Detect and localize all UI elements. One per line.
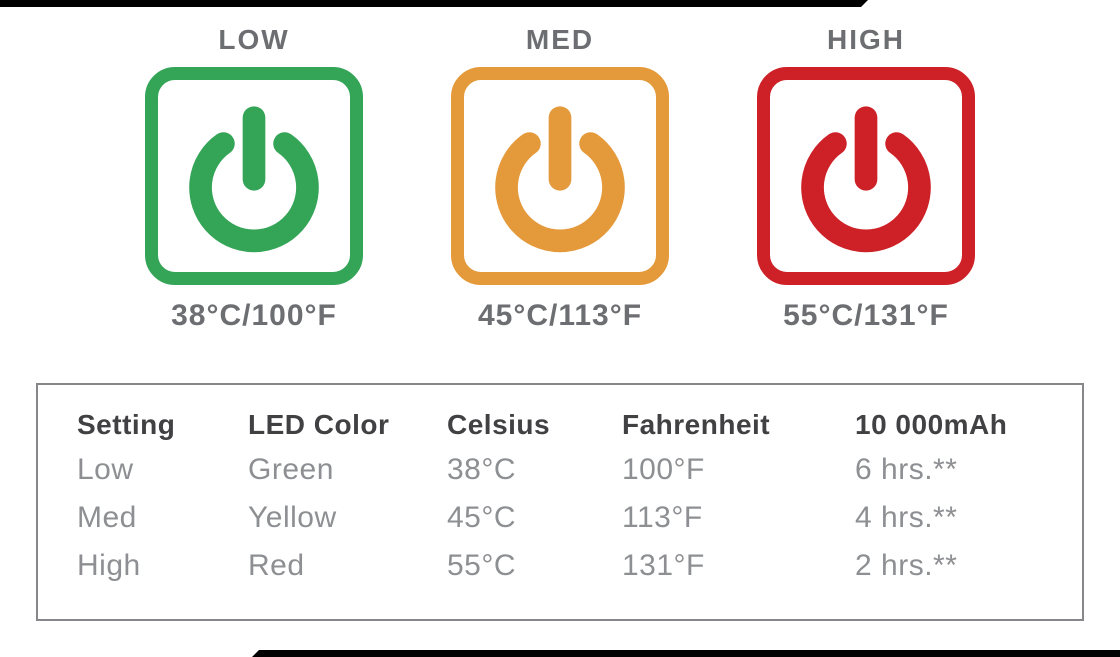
cell-setting: Med (77, 501, 137, 534)
cell-runtime: 2 hrs.** (855, 549, 958, 582)
setting-med: MED 45°C/113°F (451, 24, 669, 333)
header-celsius: Celsius (447, 409, 551, 440)
cell-led-color: Red (248, 549, 305, 582)
table-row-med: Med Yellow 45°C 113°F 4 hrs.** (77, 501, 1082, 549)
cell-celsius: 45°C (447, 501, 517, 534)
cell-led-color: Green (248, 453, 334, 486)
cell-fahrenheit: 131°F (622, 549, 705, 582)
bottom-black-bar (252, 650, 1120, 657)
table-row-high: High Red 55°C 131°F 2 hrs.** (77, 549, 1082, 597)
header-led-color: LED Color (248, 409, 390, 440)
header-capacity: 10 000mAh (855, 409, 1008, 440)
setting-high-temp: 55°C/131°F (783, 299, 949, 332)
cell-led-color: Yellow (248, 501, 337, 534)
power-symbol-icon (189, 106, 319, 253)
setting-med-temp: 45°C/113°F (477, 299, 643, 332)
header-setting: Setting (77, 409, 176, 440)
cell-runtime: 4 hrs.** (855, 501, 958, 534)
setting-med-label: MED (525, 24, 595, 55)
power-low-icon (145, 67, 363, 285)
table-header-row: Setting LED Color Celsius Fahrenheit 10 … (77, 409, 1082, 453)
power-symbol-icon (495, 106, 625, 253)
top-black-bar (0, 0, 868, 7)
power-med-icon (451, 67, 669, 285)
spec-table: Setting LED Color Celsius Fahrenheit 10 … (36, 383, 1084, 621)
cell-setting: High (77, 549, 141, 582)
setting-high-label: HIGH (827, 24, 905, 55)
setting-low-temp: 38°C/100°F (171, 299, 337, 332)
cell-setting: Low (77, 453, 134, 486)
setting-low-label: LOW (218, 24, 290, 55)
header-fahrenheit: Fahrenheit (622, 409, 771, 440)
cell-fahrenheit: 100°F (622, 453, 705, 486)
setting-low: LOW 38°C/100°F (145, 24, 363, 333)
power-symbol-icon (801, 106, 931, 253)
cell-celsius: 55°C (447, 549, 517, 582)
table-row-low: Low Green 38°C 100°F 6 hrs.** (77, 453, 1082, 501)
cell-runtime: 6 hrs.** (855, 453, 958, 486)
power-settings-row: LOW 38°C/100°F MED 45°C/113°F HIGH 55°C/ (0, 24, 1120, 333)
cell-celsius: 38°C (447, 453, 517, 486)
cell-fahrenheit: 113°F (622, 501, 703, 534)
power-high-icon (757, 67, 975, 285)
setting-high: HIGH 55°C/131°F (757, 24, 975, 333)
